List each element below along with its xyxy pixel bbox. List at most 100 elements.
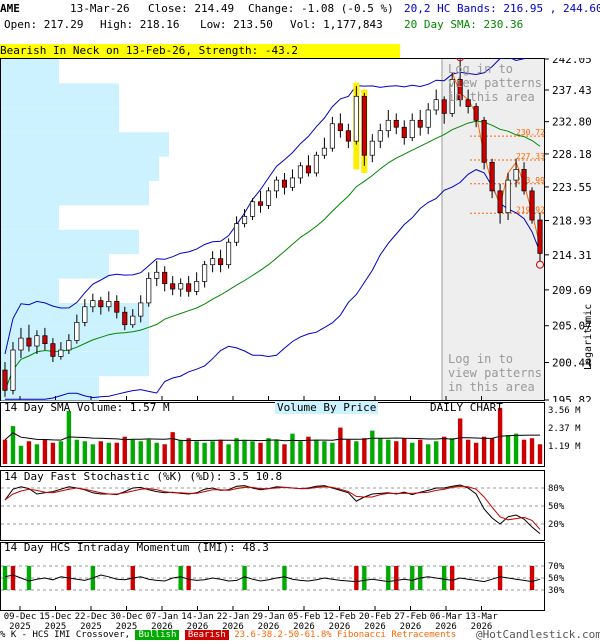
volume-bar [194, 441, 199, 464]
volume-bar [18, 445, 24, 464]
login-bottom-2: view patterns [448, 366, 542, 380]
x-tick-year: 2026 [258, 622, 280, 632]
y-tick-label: 209.69 [552, 284, 592, 297]
candle-up [313, 154, 319, 174]
bearish-badge: Bearish [184, 630, 229, 640]
x-tick-label: 06-Mar [430, 612, 463, 622]
candle-up [58, 349, 64, 357]
y-tick-label: 232.80 [552, 116, 592, 129]
stoch-k-line [4, 484, 541, 534]
candle-up [385, 119, 391, 132]
candle-down [473, 106, 479, 121]
y-tick-label: 237.43 [552, 84, 592, 97]
stoch-tick-label: 20% [548, 520, 565, 530]
volume-bar [74, 439, 80, 464]
y-tick-label: 214.31 [552, 249, 592, 262]
imi-bullish-bar [26, 566, 32, 590]
stoch-d-line [4, 485, 541, 530]
volume-bar [314, 439, 319, 464]
vbp-bar [1, 376, 99, 401]
login-bottom-3: in this area [448, 380, 535, 394]
volume-bar [354, 441, 359, 464]
x-tick-year: 2025 [45, 622, 67, 632]
vbp-bar [1, 229, 139, 255]
fib-legend: 23.6-38.2-50-61.8% Fibonacci Retracement… [234, 630, 457, 640]
volume-bar [178, 439, 183, 464]
date-label: 13-Mar-26 [70, 2, 130, 15]
x-tick-year: 2025 [116, 622, 138, 632]
imi-bearish-bar [529, 566, 535, 590]
volume-bar [58, 441, 64, 464]
candle-down [305, 165, 311, 174]
candle-down [441, 99, 447, 114]
volume-bar [521, 439, 527, 464]
bullish-badge: Bullish [135, 630, 180, 640]
vbp-bar [1, 107, 119, 133]
volume-bar [146, 439, 151, 464]
volume-bar [441, 436, 447, 464]
candle-down [50, 343, 56, 357]
candle-down [42, 335, 48, 344]
volume-bar [234, 438, 239, 464]
candle-up [90, 300, 96, 308]
close-label: Close: 214.49 [148, 2, 235, 15]
volume-bar [218, 439, 223, 464]
candle-up [353, 95, 359, 142]
candle-down [361, 95, 367, 156]
stoch-tick-label: 80% [548, 484, 565, 494]
fib-label: 223.99 [516, 176, 545, 185]
imi-tick-label: 50% [548, 574, 565, 584]
x-tick-year: 2026 [329, 622, 351, 632]
volume-bar [122, 436, 127, 464]
upper-band-line [4, 58, 527, 355]
vbp-bar [1, 83, 119, 108]
volume-bar [154, 442, 159, 464]
candle-up [273, 179, 280, 192]
shaded-region [442, 59, 544, 400]
volume-bar [402, 438, 407, 464]
candle-down [537, 219, 543, 254]
vbp-label: Volume By Price [275, 401, 379, 414]
imi-bullish-bar [410, 566, 415, 590]
volume-bar [50, 442, 56, 464]
candle-up [321, 147, 327, 156]
footer-legend: % K - HCS IMI Crossover, Bullish Bearish… [0, 630, 456, 640]
pattern-banner: Bearish In Neck on 13-Feb-26, Strength: … [0, 44, 400, 58]
candle-up [194, 281, 200, 292]
candle-up [154, 271, 160, 279]
x-tick-year: 2025 [9, 622, 31, 632]
candle-down [281, 179, 288, 188]
x-tick-label: 20-Feb [359, 612, 392, 622]
volume-bar [529, 438, 535, 464]
x-tick-label: 22-Jan [217, 612, 250, 622]
imi-bearish-bar [497, 566, 503, 590]
imi-bearish-bar [186, 566, 191, 590]
lower-band-line [5, 169, 541, 400]
volume-label: Vol: 1,177,843 [290, 18, 383, 31]
brand-label[interactable]: @HotCandlestick.com [476, 628, 600, 641]
login-top-3: in this area [448, 90, 535, 104]
volume-bar [250, 441, 255, 464]
imi-bearish-bar [449, 566, 455, 590]
volume-bar [138, 441, 143, 464]
candle-up [297, 165, 303, 179]
x-tick-label: 12-Feb [323, 612, 356, 622]
x-tick-year: 2026 [471, 622, 493, 632]
volume-bar [537, 444, 543, 464]
x-tick-year: 2026 [187, 622, 209, 632]
candle-up [210, 258, 216, 266]
imi-tick-label: 70% [548, 562, 565, 572]
candle-down [481, 119, 487, 163]
candle-down [257, 201, 264, 206]
vbp-bar [1, 254, 109, 279]
candle-down [162, 271, 168, 285]
candle-up [513, 169, 519, 181]
imi-bearish-bar [354, 566, 359, 590]
vbp-bar [1, 181, 149, 206]
volume-bar [306, 436, 311, 464]
candle-up [449, 79, 455, 114]
candle-up [409, 119, 415, 139]
candle-down [337, 123, 343, 132]
volume-bar [298, 441, 303, 464]
candle-up [82, 306, 88, 323]
